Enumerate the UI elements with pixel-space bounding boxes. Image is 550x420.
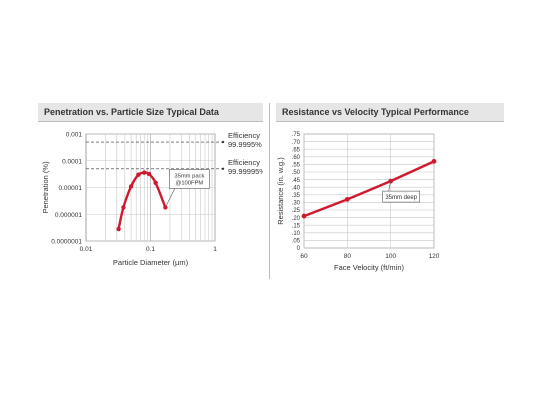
panel-divider	[269, 103, 270, 279]
y-tick-label: .10	[292, 231, 301, 237]
data-point	[146, 171, 152, 177]
y-tick-label: .50	[292, 170, 301, 176]
penetration-chart-panel: Penetration vs. Particle Size Typical Da…	[38, 103, 263, 279]
data-point	[301, 213, 307, 219]
efficiency-reference-dot	[221, 167, 225, 171]
resistance-chart-panel: Resistance vs Velocity Typical Performan…	[276, 103, 504, 279]
x-tick-label: 100	[385, 253, 396, 260]
y-tick-label: .75	[292, 132, 301, 138]
penetration-chart-title: Penetration vs. Particle Size Typical Da…	[38, 103, 263, 122]
x-tick-label: 0.01	[80, 246, 93, 253]
x-tick-label: 120	[429, 253, 440, 260]
resistance-chart: 60 80 100 120 .75 .70.65 .60 .55.50 .45.40 .35 .30…	[276, 132, 440, 272]
data-point	[431, 158, 437, 164]
y-tick-label: 0.001	[66, 132, 83, 139]
y-tick-label: .65	[292, 147, 301, 153]
resistance-chart-title: Resistance vs Velocity Typical Performan…	[276, 103, 504, 122]
data-point	[121, 205, 126, 210]
y-tick-label: .25	[292, 208, 301, 214]
y-tick-label: 0.0001	[62, 158, 82, 165]
y-tick-label: .05	[292, 239, 301, 245]
efficiency-label: Efficiency	[228, 131, 260, 140]
efficiency-reference-dot	[221, 140, 225, 144]
data-point	[136, 172, 141, 177]
data-point	[128, 184, 134, 189]
y-tick-label: 0.000001	[55, 212, 82, 219]
y-tick-label: .70	[292, 140, 301, 146]
annotation-text: 35mm pack	[174, 173, 204, 179]
y-tick-label: 0.00001	[59, 185, 83, 192]
efficiency-label: Efficiency	[228, 158, 260, 167]
y-tick-label: .60	[292, 155, 301, 161]
data-point	[388, 178, 394, 184]
annotation-box	[382, 190, 420, 203]
x-tick-label: 60	[300, 253, 308, 260]
y-tick-label: .15	[292, 223, 301, 229]
x-tick-label: 0.1	[146, 246, 155, 253]
y-tick-label: .30	[292, 201, 301, 207]
resistance-line	[303, 160, 435, 218]
y-tick-label: 0.0000001	[51, 239, 82, 246]
y-axis-label: Penetration (%)	[41, 161, 50, 214]
x-tick-label: 1	[213, 246, 217, 253]
annotation-leader-line	[388, 181, 391, 192]
data-point	[344, 196, 350, 202]
data-point	[153, 180, 158, 185]
y-tick-label: .20	[292, 216, 301, 222]
x-axis-label: Particle Diameter (µm)	[113, 258, 189, 267]
y-tick-label: .55	[292, 163, 301, 169]
y-tick-label: .45	[292, 178, 301, 184]
y-axis-label: Resistance (in. w.g.)	[276, 157, 285, 225]
y-tick-label: .35	[292, 193, 301, 199]
annotation-text: 35mm deep	[385, 195, 417, 201]
annotation-leader-line	[165, 187, 176, 208]
y-tick-label: .40	[292, 185, 301, 191]
efficiency-value: 99.99995%	[228, 167, 263, 176]
data-point	[142, 170, 147, 175]
annotation-text: @100FPM	[175, 180, 203, 186]
y-tick-label: 0	[297, 246, 301, 252]
annotation-box	[169, 169, 210, 189]
x-tick-label: 80	[344, 253, 352, 260]
data-point	[116, 226, 121, 232]
x-axis-label: Face Velocity (ft/min)	[334, 263, 405, 272]
efficiency-value: 99.9995%	[228, 140, 262, 149]
